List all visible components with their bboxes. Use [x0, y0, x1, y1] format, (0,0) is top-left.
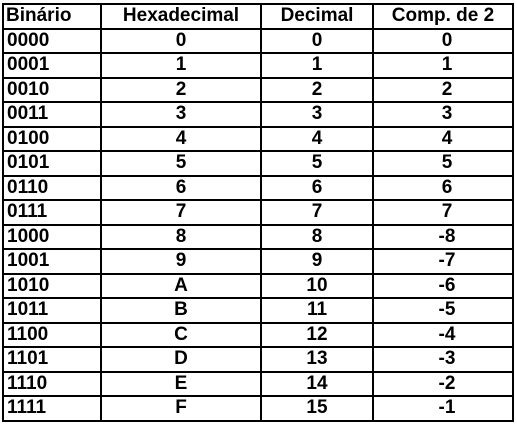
table-row: 0100 4 4 4 [2, 125, 514, 152]
header-binario: Binário [2, 3, 102, 30]
table-row: 1011 B 11 -5 [2, 297, 514, 324]
cell-comp2: -1 [372, 395, 514, 422]
cell-hexadecimal: 9 [100, 248, 262, 275]
table-body: 0000 0 0 0 0001 1 1 1 0010 2 2 2 0011 3 3 3 0100 4 4 4 0101 5… [2, 27, 514, 422]
table-row: 0011 3 3 3 [2, 101, 514, 128]
table-row: 1000 8 8 -8 [2, 223, 514, 250]
table-row: 0000 0 0 0 [2, 27, 514, 54]
cell-decimal: 9 [260, 248, 374, 275]
cell-binario: 1000 [2, 223, 102, 250]
cell-binario: 1011 [2, 297, 102, 324]
cell-decimal: 3 [260, 101, 374, 128]
cell-hexadecimal: B [100, 297, 262, 324]
cell-decimal: 15 [260, 395, 374, 422]
table-row: 1101 D 13 -3 [2, 346, 514, 373]
cell-decimal: 1 [260, 52, 374, 79]
header-comp2: Comp. de 2 [372, 3, 514, 30]
cell-binario: 0101 [2, 150, 102, 177]
cell-binario: 0110 [2, 174, 102, 201]
cell-binario: 1111 [2, 395, 102, 422]
cell-hexadecimal: 0 [100, 27, 262, 54]
cell-binario: 0011 [2, 101, 102, 128]
table-row: 0111 7 7 7 [2, 199, 514, 226]
cell-comp2: -2 [372, 370, 514, 397]
cell-hexadecimal: 4 [100, 125, 262, 152]
cell-decimal: 10 [260, 272, 374, 299]
table-row: 1100 C 12 -4 [2, 321, 514, 348]
table-row: 0001 1 1 1 [2, 52, 514, 79]
cell-comp2: 3 [372, 101, 514, 128]
cell-comp2: 6 [372, 174, 514, 201]
cell-comp2: -7 [372, 248, 514, 275]
cell-decimal: 0 [260, 27, 374, 54]
cell-binario: 0010 [2, 76, 102, 103]
cell-hexadecimal: 3 [100, 101, 262, 128]
table-row: 1110 E 14 -2 [2, 370, 514, 397]
cell-hexadecimal: 8 [100, 223, 262, 250]
cell-binario: 0001 [2, 52, 102, 79]
cell-binario: 0000 [2, 27, 102, 54]
cell-decimal: 14 [260, 370, 374, 397]
cell-hexadecimal: 5 [100, 150, 262, 177]
cell-binario: 1001 [2, 248, 102, 275]
cell-comp2: -4 [372, 321, 514, 348]
cell-comp2: 4 [372, 125, 514, 152]
table-row: 0110 6 6 6 [2, 174, 514, 201]
cell-decimal: 5 [260, 150, 374, 177]
cell-hexadecimal: 7 [100, 199, 262, 226]
conversion-table-container: Binário Hexadecimal Decimal Comp. de 2 0… [2, 3, 514, 422]
cell-comp2: -6 [372, 272, 514, 299]
cell-decimal: 6 [260, 174, 374, 201]
conversion-table: Binário Hexadecimal Decimal Comp. de 2 0… [2, 3, 514, 422]
cell-comp2: -8 [372, 223, 514, 250]
cell-hexadecimal: F [100, 395, 262, 422]
cell-comp2: 2 [372, 76, 514, 103]
cell-binario: 1100 [2, 321, 102, 348]
cell-hexadecimal: E [100, 370, 262, 397]
cell-hexadecimal: C [100, 321, 262, 348]
cell-decimal: 2 [260, 76, 374, 103]
cell-decimal: 4 [260, 125, 374, 152]
cell-comp2: 5 [372, 150, 514, 177]
cell-binario: 1010 [2, 272, 102, 299]
cell-binario: 1101 [2, 346, 102, 373]
cell-hexadecimal: D [100, 346, 262, 373]
table-row: 0101 5 5 5 [2, 150, 514, 177]
cell-comp2: 0 [372, 27, 514, 54]
cell-decimal: 13 [260, 346, 374, 373]
cell-binario: 1110 [2, 370, 102, 397]
header-hexadecimal: Hexadecimal [100, 3, 262, 30]
cell-comp2: -5 [372, 297, 514, 324]
table-header: Binário Hexadecimal Decimal Comp. de 2 [2, 3, 514, 30]
cell-hexadecimal: 2 [100, 76, 262, 103]
cell-comp2: 7 [372, 199, 514, 226]
cell-comp2: -3 [372, 346, 514, 373]
table-row: 0010 2 2 2 [2, 76, 514, 103]
cell-binario: 0100 [2, 125, 102, 152]
header-decimal: Decimal [260, 3, 374, 30]
cell-binario: 0111 [2, 199, 102, 226]
cell-decimal: 11 [260, 297, 374, 324]
cell-decimal: 12 [260, 321, 374, 348]
table-row: 1111 F 15 -1 [2, 395, 514, 422]
cell-comp2: 1 [372, 52, 514, 79]
cell-decimal: 8 [260, 223, 374, 250]
table-row: 1001 9 9 -7 [2, 248, 514, 275]
table-row: 1010 A 10 -6 [2, 272, 514, 299]
cell-hexadecimal: A [100, 272, 262, 299]
header-row: Binário Hexadecimal Decimal Comp. de 2 [2, 3, 514, 30]
cell-decimal: 7 [260, 199, 374, 226]
cell-hexadecimal: 6 [100, 174, 262, 201]
cell-hexadecimal: 1 [100, 52, 262, 79]
